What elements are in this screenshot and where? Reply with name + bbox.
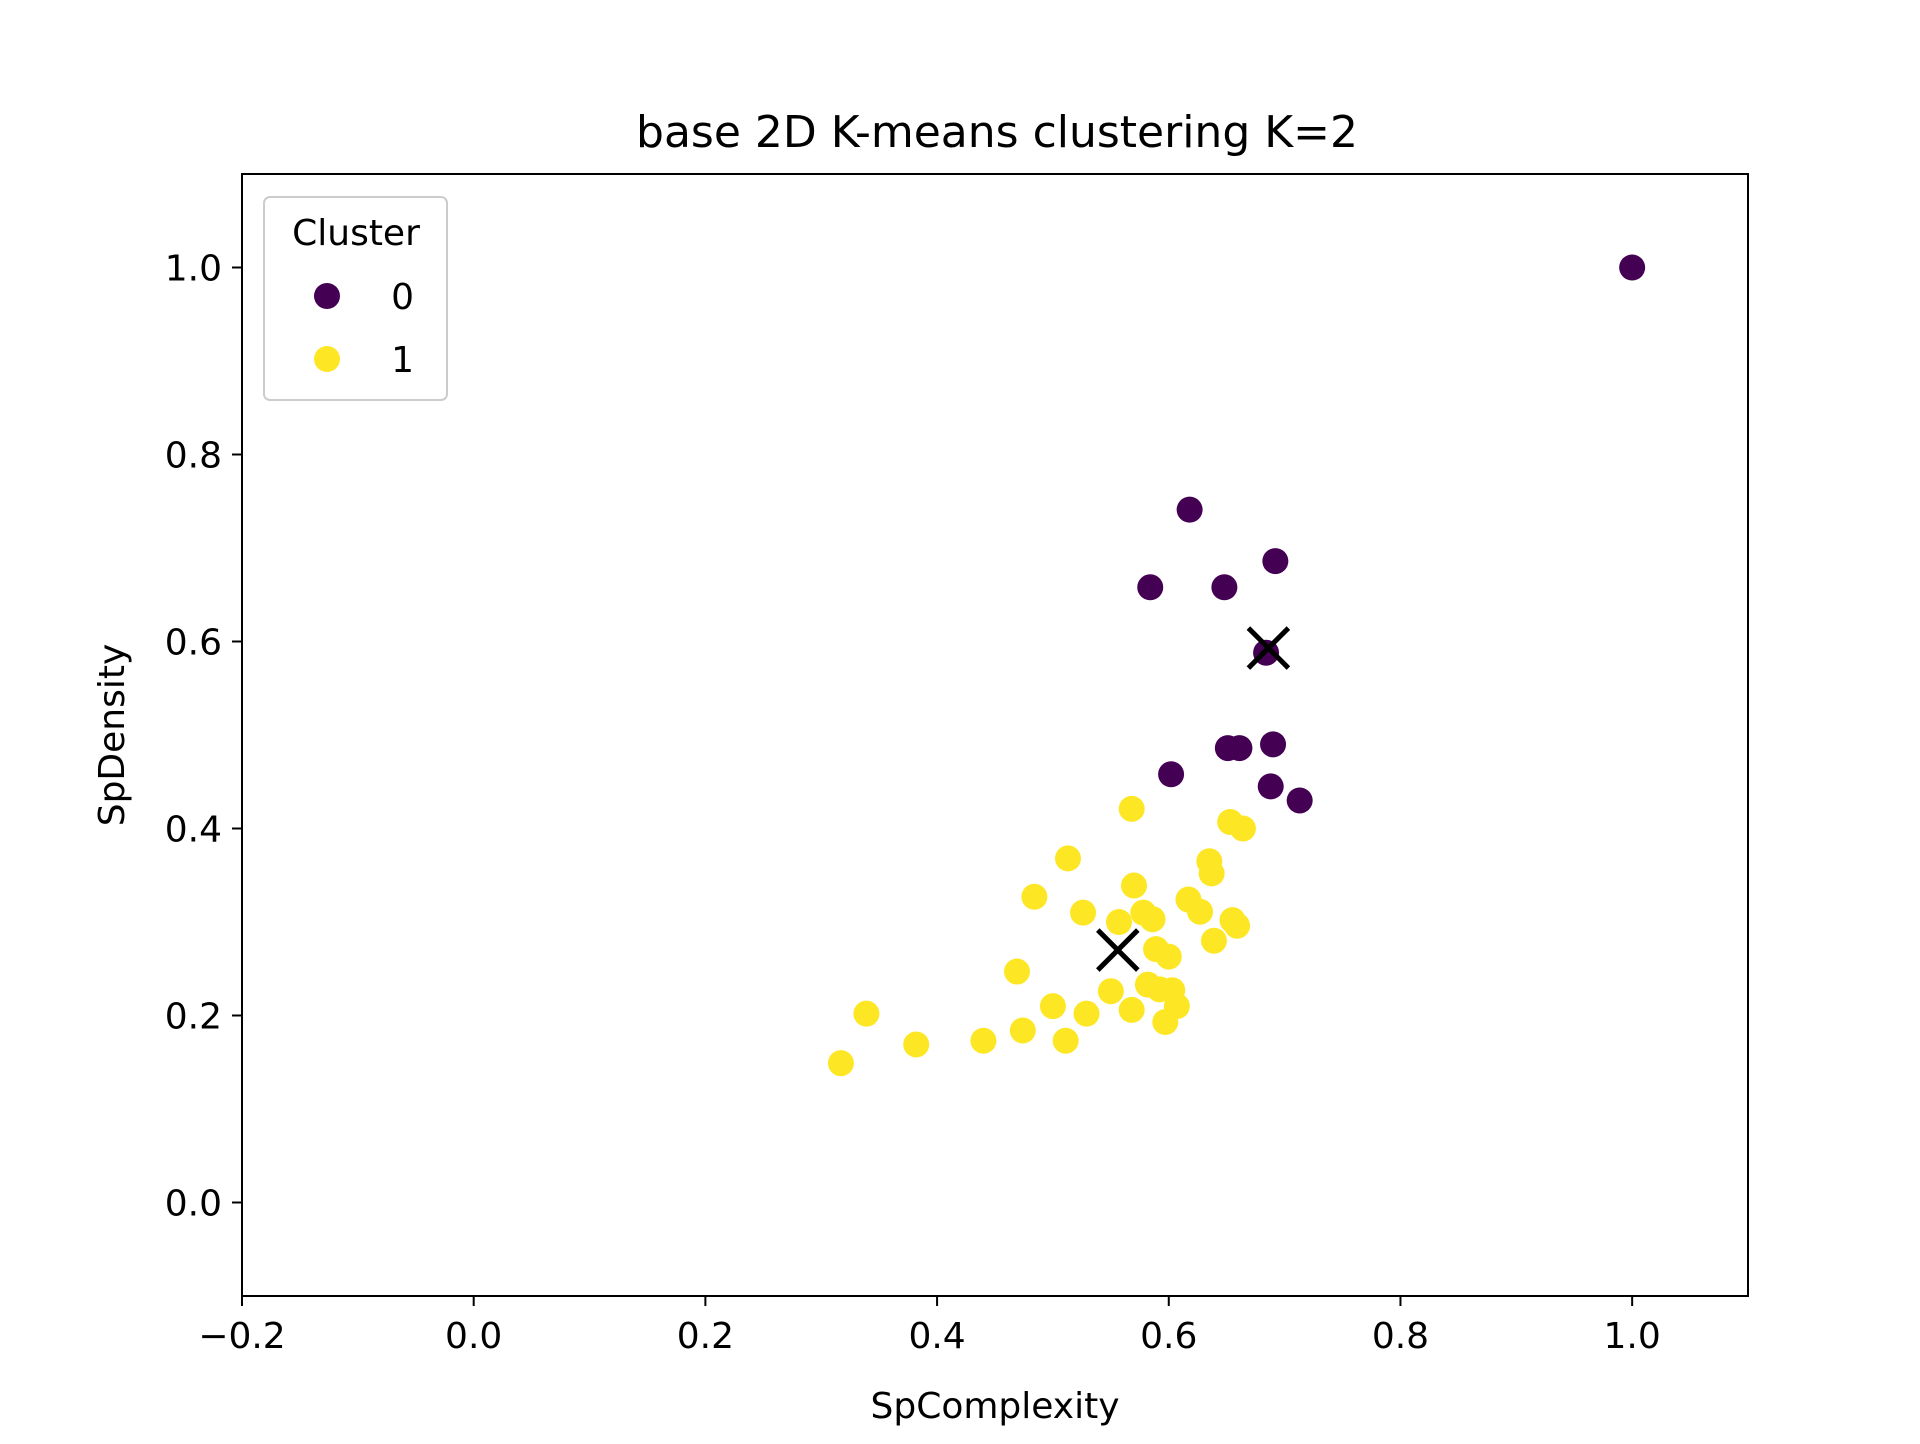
- x-tick-label: 0.0: [445, 1316, 502, 1357]
- scatter-point-cluster-1: [1070, 899, 1097, 926]
- scatter-point-cluster-0: [1211, 574, 1238, 601]
- chart-title: base 2D K-means clustering K=2: [636, 107, 1358, 158]
- scatter-point-cluster-0: [1137, 574, 1164, 601]
- x-tick-label: 0.2: [677, 1316, 734, 1357]
- scatter-point-cluster-0: [1260, 731, 1287, 758]
- y-tick-label: 0.2: [165, 997, 222, 1038]
- data-points: [827, 254, 1646, 1077]
- legend-title: Cluster: [292, 213, 420, 254]
- scatter-point-cluster-0: [1158, 761, 1185, 788]
- y-tick-label: 0.6: [165, 623, 222, 664]
- scatter-point-cluster-0: [1619, 254, 1646, 281]
- scatter-point-cluster-1: [1163, 993, 1190, 1020]
- x-axis-label: SpComplexity: [870, 1386, 1119, 1427]
- plot-area: −0.2 0.0 0.2 0.4 0.6 0.8 1.0 0.0 0.2 0.4 0.6 0.8 1.…: [165, 173, 1749, 1357]
- legend-box: [263, 196, 448, 401]
- scatter-point-cluster-1: [1073, 1000, 1100, 1027]
- y-tick-label: 0.0: [165, 1184, 222, 1225]
- centroid-marker: [1246, 626, 1291, 670]
- centroid-markers: [1096, 626, 1291, 972]
- scatter-point-cluster-1: [1105, 909, 1132, 935]
- scatter-point-cluster-1: [1139, 906, 1166, 933]
- scatter-point-cluster-0: [1176, 496, 1203, 523]
- scatter-point-cluster-0: [1257, 773, 1284, 800]
- scatter-point-cluster-1: [1118, 996, 1145, 1023]
- x-tick-label: −0.2: [198, 1316, 285, 1357]
- legend-label-cluster-0: 0: [391, 277, 414, 318]
- scatter-point-cluster-1: [1052, 1027, 1079, 1054]
- legend: Cluster 01: [263, 196, 448, 401]
- x-tick-label: 0.6: [1140, 1316, 1197, 1357]
- y-axis-label: SpDensity: [92, 644, 133, 827]
- y-tick-label: 0.4: [165, 810, 222, 851]
- scatter-point-cluster-1: [1155, 943, 1182, 970]
- y-tick-label: 1.0: [165, 249, 222, 290]
- scatter-point-cluster-1: [970, 1027, 997, 1054]
- scatter-point-cluster-1: [1187, 898, 1214, 925]
- scatter-point-cluster-1: [1021, 883, 1048, 910]
- scatter-point-cluster-1: [1054, 845, 1081, 872]
- legend-items: 01: [314, 277, 414, 381]
- plot-frame: [241, 173, 1749, 1297]
- scatter-point-cluster-0: [1262, 548, 1289, 575]
- legend-marker-cluster-1: [314, 346, 340, 372]
- scatter-point-cluster-1: [1004, 958, 1031, 985]
- scatter-point-cluster-1: [1097, 978, 1124, 1005]
- x-tick-label: 0.8: [1372, 1316, 1429, 1357]
- scatter-point-cluster-1: [1224, 912, 1251, 939]
- scatter-point-cluster-1: [1200, 927, 1227, 954]
- x-tick-label: 0.4: [908, 1316, 965, 1357]
- y-tick-label: 0.8: [165, 436, 222, 477]
- scatter-point-cluster-1: [1039, 993, 1066, 1020]
- scatter-point-cluster-1: [1229, 815, 1256, 842]
- legend-label-cluster-1: 1: [391, 340, 414, 381]
- y-axis-ticks: 0.0 0.2 0.4 0.6 0.8 1.0: [165, 249, 242, 1225]
- x-tick-label: 1.0: [1604, 1316, 1661, 1357]
- scatter-point-cluster-1: [853, 1000, 880, 1027]
- legend-marker-cluster-0: [314, 283, 340, 309]
- scatter-point-cluster-1: [1118, 795, 1145, 822]
- centroid-stroke: [1246, 626, 1291, 670]
- centroid-stroke: [1096, 928, 1140, 972]
- scatter-point-cluster-0: [1286, 787, 1313, 814]
- scatter-point-cluster-1: [827, 1050, 854, 1077]
- scatter-point-cluster-1: [1198, 860, 1225, 887]
- scatter-point-cluster-1: [1121, 872, 1148, 899]
- scatter-point-cluster-0: [1226, 735, 1253, 762]
- x-axis-ticks: −0.2 0.0 0.2 0.4 0.6 0.8 1.0: [198, 1296, 1661, 1357]
- centroid-marker: [1096, 928, 1140, 972]
- scatter-point-cluster-1: [1009, 1017, 1036, 1044]
- scatter-point-cluster-1: [903, 1031, 930, 1058]
